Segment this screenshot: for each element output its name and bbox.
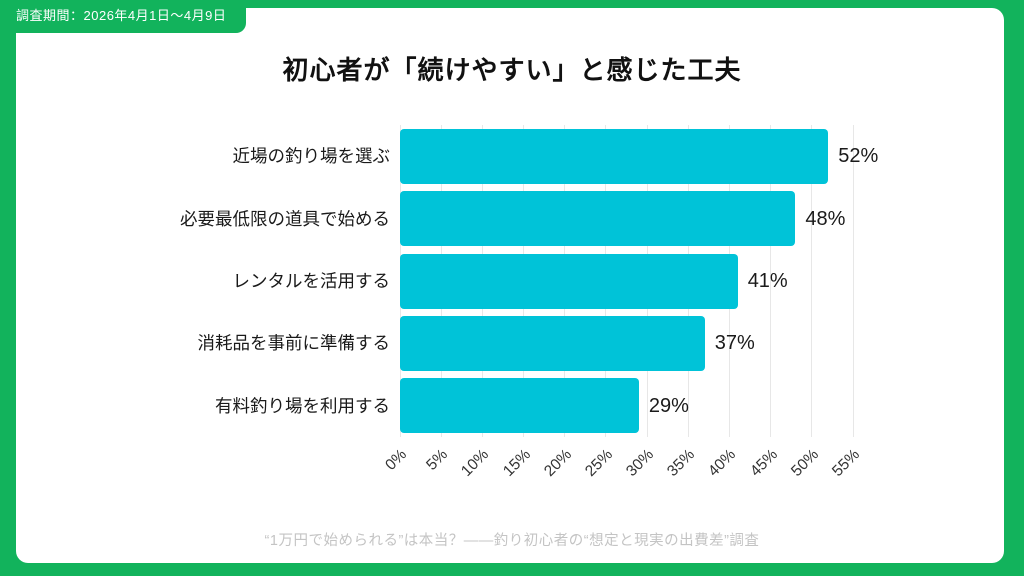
category-label: 消耗品を事前に準備する: [197, 333, 391, 354]
bar: [400, 128, 829, 184]
category-label: 近場の釣り場を選ぶ: [232, 146, 391, 167]
gridline: [811, 125, 813, 437]
bar-value-label: 29%: [648, 394, 689, 417]
gridline: [852, 125, 854, 437]
bar-value-label: 52%: [838, 145, 879, 168]
category-label: レンタルを活用する: [232, 271, 391, 291]
survey-period-badge: 調査期間：2026年4月1日～4月9日: [0, 0, 247, 33]
chart-title: 初心者が「続けやすい」と感じた工夫: [282, 55, 742, 85]
bar-value-label: 37%: [714, 332, 755, 355]
bar-value-label: 48%: [805, 207, 846, 230]
bar: [400, 378, 639, 434]
survey-period-label: 調査期間：2026年4月1日～4月9日: [16, 8, 227, 23]
category-label: 必要最低限の道具で始める: [180, 208, 390, 229]
bar: [400, 253, 738, 309]
category-label: 有料釣り場を利用する: [215, 395, 390, 416]
bar: [400, 191, 796, 247]
bar: [400, 315, 705, 371]
footer-caption: “1万円で始められる”は本当？——釣り初心者の“想定と現実の出費差”調査: [264, 533, 760, 549]
bar-value-label: 41%: [747, 270, 788, 292]
gridline: [770, 125, 772, 437]
